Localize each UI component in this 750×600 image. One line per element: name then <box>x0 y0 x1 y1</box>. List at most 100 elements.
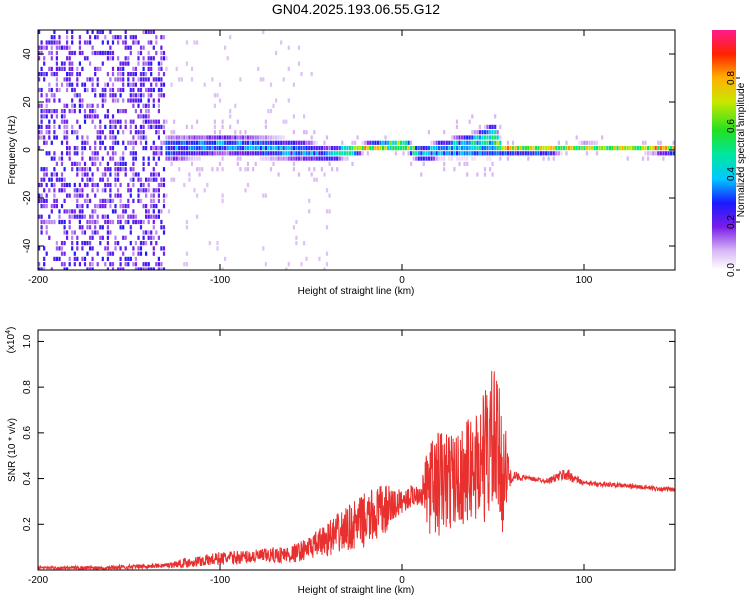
spectrogram-cell <box>132 146 135 151</box>
spectrogram-cell <box>221 167 224 172</box>
spectrogram-cell <box>193 40 196 45</box>
spectrogram-cell <box>254 146 257 151</box>
spectrogram-cell <box>63 251 66 256</box>
spectrogram-cell <box>295 140 298 145</box>
spectrogram-cell <box>150 172 153 177</box>
spectrogram-cell <box>122 251 125 256</box>
spectrogram-cell <box>252 151 255 156</box>
spectrogram-cell <box>91 109 94 114</box>
spectrogram-cell <box>491 135 494 140</box>
spectrogram-cell <box>139 82 143 87</box>
spectrogram-cell <box>308 146 311 151</box>
spectrogram-cell <box>239 151 242 156</box>
spectrogram-cell <box>142 72 145 77</box>
spectrogram-cell <box>55 72 58 77</box>
spectrogram-cell <box>76 204 79 209</box>
spectrogram-cell <box>122 98 125 103</box>
spectrogram-cell <box>547 146 550 151</box>
spectrogram-cell <box>496 135 499 140</box>
spectrogram-cell <box>99 135 102 140</box>
spectrogram-cell <box>407 146 410 151</box>
spectrogram-cell <box>60 45 64 50</box>
spectrogram-cell <box>532 151 535 156</box>
spectrogram-cell <box>145 87 148 93</box>
spectrogram-cell <box>259 146 262 151</box>
spectrogram-cell <box>86 267 89 270</box>
spectrogram-cell <box>173 177 176 182</box>
spectrogram-cell <box>461 135 464 140</box>
spectrogram-cell <box>249 146 252 151</box>
spectrogram-cell <box>48 130 51 135</box>
spectrogram-cell <box>139 114 143 119</box>
spectrogram-cell <box>499 135 502 140</box>
spectrogram-cell <box>58 66 61 71</box>
spectrogram-cell <box>359 146 362 151</box>
spectrogram-cell <box>170 177 173 182</box>
spectrogram-cell <box>557 151 560 156</box>
spectrogram-cell <box>285 156 288 161</box>
spectrogram-cell <box>226 135 229 140</box>
spectrogram-cell <box>53 40 56 45</box>
spectrogram-cell <box>60 109 64 114</box>
spectrogram-cell <box>134 93 137 98</box>
spectrogram-cell <box>644 146 647 151</box>
spectrogram-cell <box>91 87 94 93</box>
spectrogram-cell <box>145 114 148 119</box>
spectrogram-cell <box>590 146 594 151</box>
spectrogram-cell <box>94 146 97 151</box>
spectrogram-cell <box>99 66 102 71</box>
spectrogram-cell <box>101 177 104 182</box>
spectrogram-cell <box>129 93 132 98</box>
spectrogram-cell <box>99 30 102 34</box>
spectrogram-cell <box>583 140 586 145</box>
spectrogram-cell <box>295 241 298 246</box>
spectrogram-cell <box>38 130 41 135</box>
spectrogram-cell <box>48 177 51 182</box>
spectrogram-cell <box>325 156 329 161</box>
spectrogram-cell <box>336 146 339 151</box>
spectrogram-cell <box>157 66 160 71</box>
spectrogram-cell <box>55 82 58 87</box>
spectrogram-cell <box>132 156 135 161</box>
spectrogram-cell <box>262 193 265 198</box>
spectrogram-cell <box>94 209 97 214</box>
spectrogram-cell <box>152 140 155 145</box>
spectrogram-cell <box>185 262 188 267</box>
spectrogram-cell <box>659 140 662 145</box>
spectrogram-cell <box>142 146 145 151</box>
spectrogram-cell <box>94 225 97 230</box>
spectrogram-cell <box>122 61 125 66</box>
spectrogram-cell <box>122 72 125 77</box>
spectrogram-cell <box>150 119 153 124</box>
spectrogram-cell <box>91 114 94 119</box>
spectrogram-cell <box>287 146 290 151</box>
spectrogram-cell <box>257 135 260 140</box>
spectrogram-cell <box>127 61 130 66</box>
spectrogram-cell <box>473 130 476 135</box>
spectrogram-cell <box>190 146 194 151</box>
spectrogram-cell <box>139 198 143 203</box>
spectrogram-cell <box>68 72 71 77</box>
spectrogram-cell <box>139 98 143 103</box>
spectrogram-cell <box>58 256 61 261</box>
spectrogram-cell <box>473 140 476 145</box>
spectrogram-cell <box>157 151 160 156</box>
spectrogram-cell <box>596 151 599 156</box>
spectrogram-cell <box>407 140 410 145</box>
spectrogram-cell <box>129 119 132 124</box>
spectrogram-cell <box>254 151 257 156</box>
spectrogram-cell <box>81 135 84 140</box>
spectrogram-cell <box>83 262 87 267</box>
spectrogram-cell <box>142 267 145 270</box>
spectrogram-cell <box>155 214 158 219</box>
spectrogram-cell <box>285 151 288 156</box>
spectrogram-cell <box>96 114 99 119</box>
spectrogram-cell <box>53 167 56 172</box>
spectrogram-cell <box>504 146 507 151</box>
spectrogram-cell <box>58 45 61 50</box>
spectrogram-cell <box>313 140 316 145</box>
spectrogram-cell <box>43 204 46 209</box>
spectrogram-cell <box>89 225 92 230</box>
spectrogram-cell <box>218 161 222 166</box>
spectrogram-cell <box>272 146 275 151</box>
